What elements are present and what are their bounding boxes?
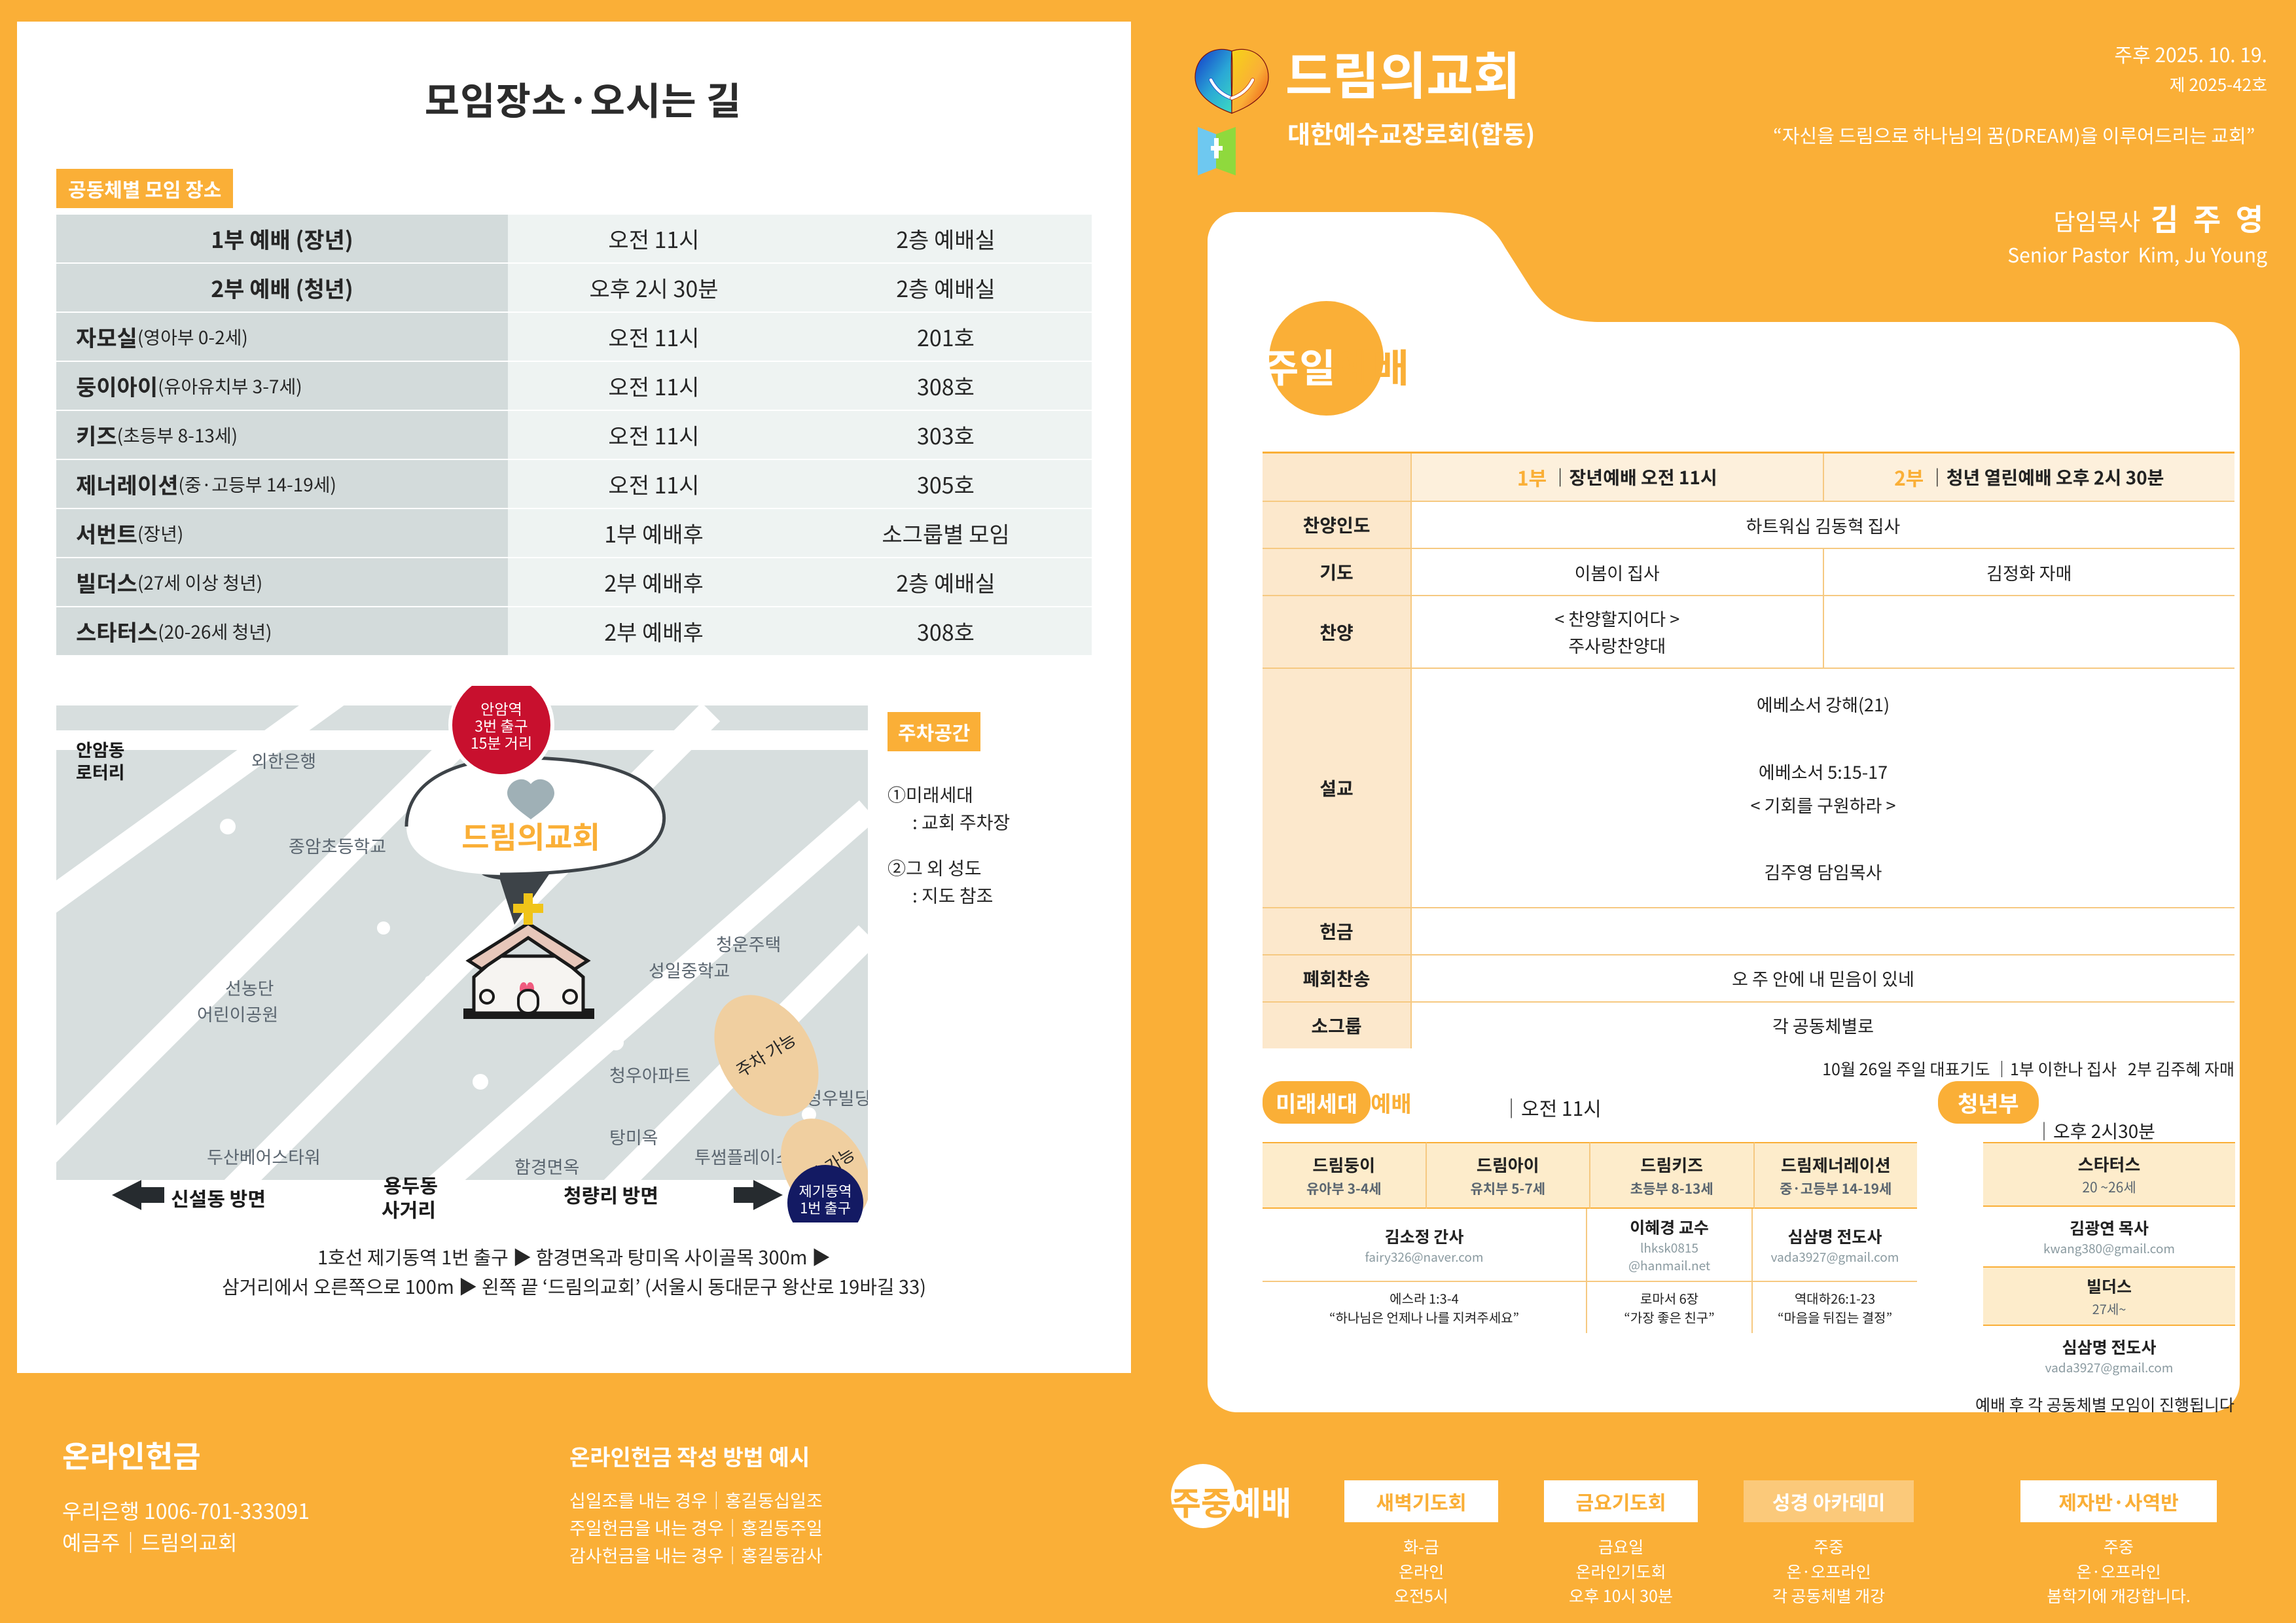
- svg-text:선농단: 선농단: [225, 974, 274, 1000]
- svg-text:신설동 방면: 신설동 방면: [171, 1183, 266, 1212]
- svg-text:외한은행: 외한은행: [251, 747, 316, 773]
- svg-text:15분 거리: 15분 거리: [471, 731, 532, 753]
- svg-text:투썸플레이스: 투썸플레이스: [694, 1143, 792, 1169]
- svg-text:어린이공원: 어린이공원: [197, 1001, 278, 1026]
- svg-text:1번 출구: 1번 출구: [800, 1197, 851, 1218]
- svg-text:두산베어스타워: 두산베어스타워: [207, 1143, 321, 1169]
- svg-text:청량리 방면: 청량리 방면: [564, 1180, 658, 1209]
- svg-text:청운주택: 청운주택: [716, 931, 781, 956]
- svg-text:탕미옥: 탕미옥: [609, 1124, 658, 1149]
- svg-text:함경면옥: 함경면옥: [514, 1153, 579, 1179]
- svg-text:종암초등학교: 종암초등학교: [289, 832, 386, 858]
- svg-text:드림의교회: 드림의교회: [461, 814, 600, 857]
- svg-text:성일중학교: 성일중학교: [649, 957, 730, 982]
- svg-text:사거리: 사거리: [382, 1194, 436, 1222]
- svg-text:로터리: 로터리: [76, 758, 125, 784]
- svg-text:청우아파트: 청우아파트: [609, 1061, 691, 1087]
